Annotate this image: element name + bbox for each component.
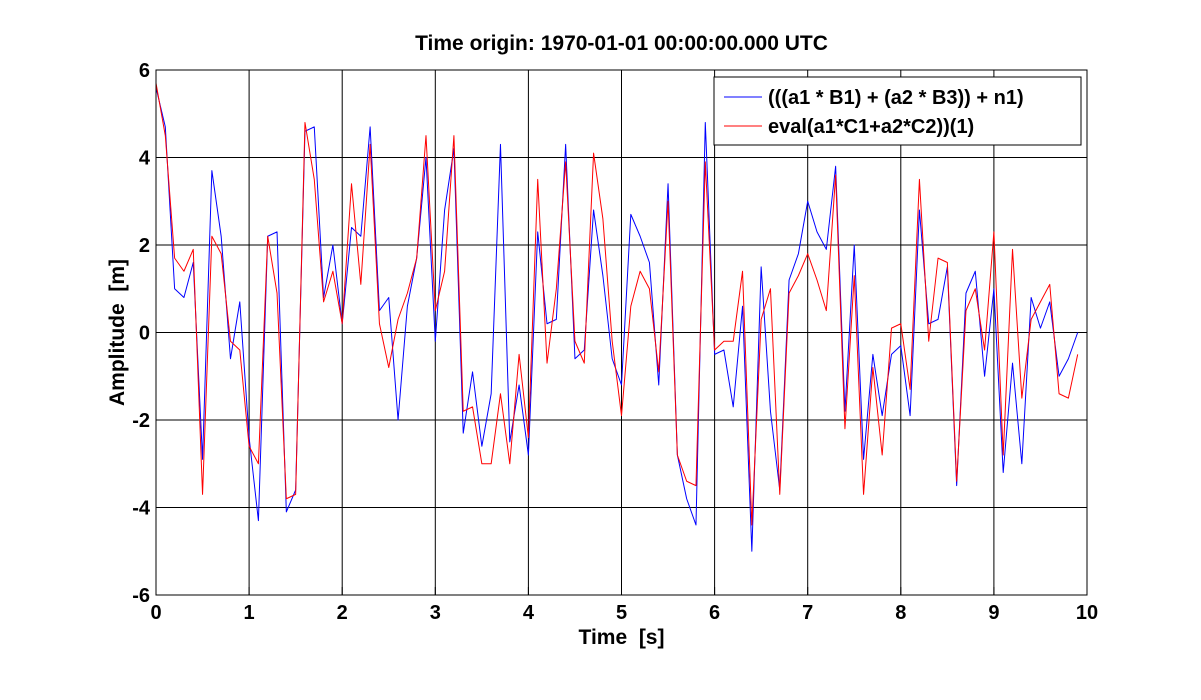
series-lines bbox=[155, 83, 1079, 552]
y-axis-title: Amplitude [m] bbox=[106, 259, 129, 406]
x-tick-label: 1 bbox=[244, 602, 255, 624]
x-tick-label: 10 bbox=[1076, 602, 1098, 624]
legend-label-1: (((a1 * B1) + (a2 * B3)) + n1) bbox=[768, 87, 1024, 109]
axis-ticks: 0 1 2 3 4 5 6 7 8 9 10 -6 -4 -2 0 2 4 6 bbox=[132, 60, 1098, 624]
legend-label-2: eval(a1*C1+a2*C2))(1) bbox=[768, 116, 974, 138]
legend-box bbox=[713, 76, 1082, 146]
x-tick-label: 4 bbox=[523, 602, 535, 624]
y-tick-label: 2 bbox=[139, 235, 150, 257]
x-tick-label: 8 bbox=[895, 602, 906, 624]
x-tick-label: 6 bbox=[709, 602, 720, 624]
y-tick-label: -6 bbox=[132, 585, 150, 607]
x-axis-title: Time [s] bbox=[579, 626, 665, 649]
x-tick-label: 5 bbox=[616, 602, 627, 624]
y-tick-label: 0 bbox=[139, 323, 150, 345]
x-tick-label: 9 bbox=[988, 602, 999, 624]
x-tick-label: 7 bbox=[802, 602, 813, 624]
y-tick-label: -2 bbox=[132, 410, 150, 432]
y-tick-label: -4 bbox=[132, 498, 151, 520]
x-tick-label: 2 bbox=[337, 602, 348, 624]
y-tick-label: 6 bbox=[139, 60, 150, 82]
x-tick-label: 0 bbox=[150, 602, 161, 624]
series-line-2 bbox=[155, 83, 1079, 526]
legend: (((a1 * B1) + (a2 * B3)) + n1) eval(a1*C1… bbox=[713, 76, 1082, 146]
chart-title: Time origin: 1970-01-01 00:00:00.000 UTC bbox=[415, 32, 828, 55]
x-tick-label: 3 bbox=[430, 602, 441, 624]
y-tick-label: 4 bbox=[139, 148, 151, 170]
